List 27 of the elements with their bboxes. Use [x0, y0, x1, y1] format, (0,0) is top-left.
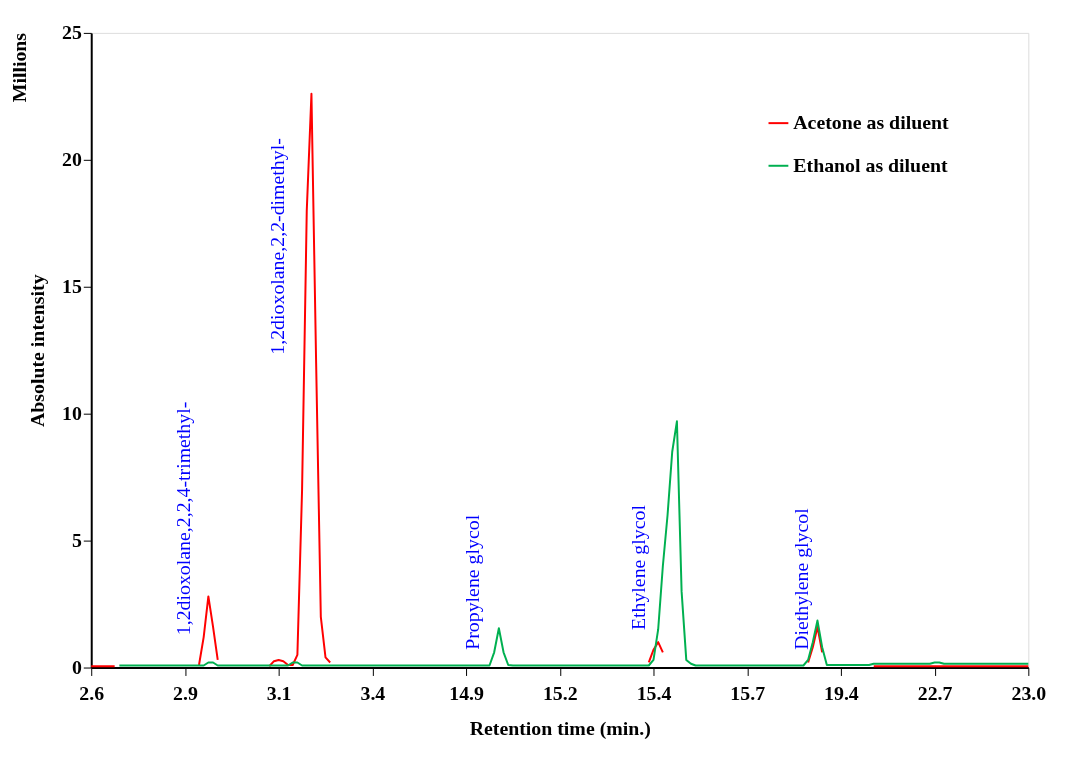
annotation: 1,2dioxolane,2,2-dimethyl- [266, 138, 289, 355]
y-tick-label: 20 [61, 148, 82, 171]
y-tick-label: 0 [71, 655, 82, 678]
x-tick-label: 3.4 [360, 681, 386, 704]
annotation: Ethylene glycol [627, 504, 650, 631]
x-tick-label: 2.6 [79, 681, 105, 704]
legend-label: Acetone as diluent [793, 111, 950, 134]
annotation: Propylene glycol [460, 514, 483, 650]
x-tick-label: 14.9 [449, 681, 484, 704]
legend-label: Ethanol as diluent [793, 153, 948, 176]
annotation: 1,2dioxolane,2,2,4-trimethyl- [172, 401, 195, 636]
x-tick-label: 2.9 [173, 681, 198, 704]
y-tick-label: 25 [61, 21, 82, 44]
y-tick-label: 10 [61, 402, 82, 425]
y-axis-title: Absolute intensity [26, 274, 49, 428]
x-tick-label: 15.7 [730, 681, 766, 704]
annotation: Diethylene glycol [790, 507, 813, 650]
x-tick-label: 19.4 [824, 681, 859, 704]
x-tick-label: 3.1 [266, 681, 292, 704]
x-tick-label: 15.2 [542, 681, 578, 704]
x-tick-label: 23.0 [1011, 681, 1047, 704]
x-tick-label: 22.7 [917, 681, 953, 704]
y-tick-label: 5 [71, 529, 82, 552]
x-axis-title: Retention time (min.) [469, 717, 651, 741]
y-tick-label: 15 [61, 275, 82, 298]
x-tick-label: 15.4 [636, 681, 672, 704]
text: Millions [7, 32, 30, 103]
